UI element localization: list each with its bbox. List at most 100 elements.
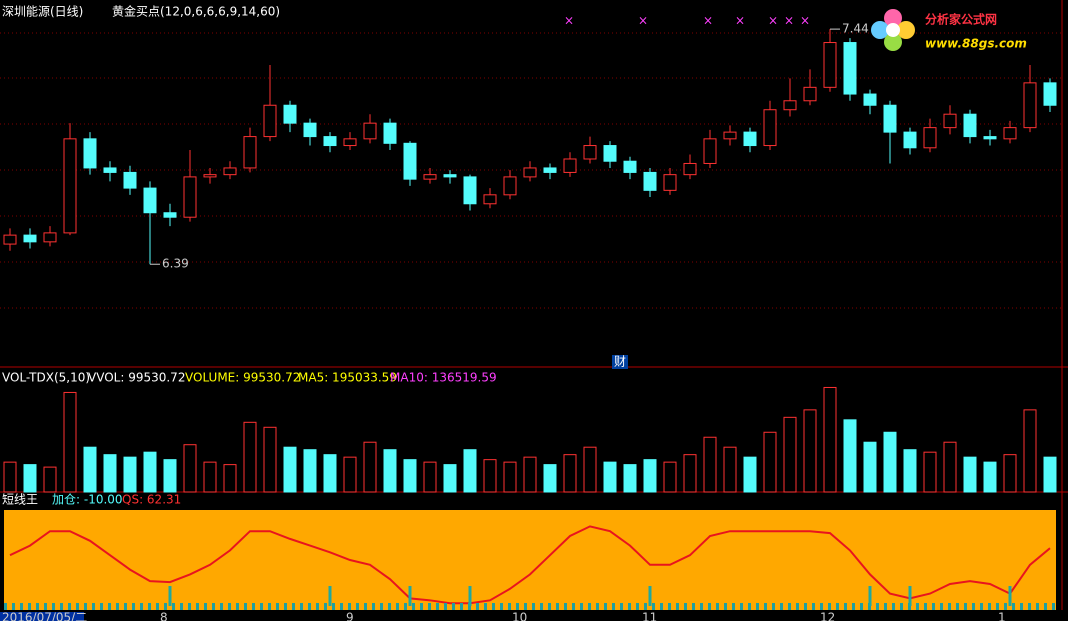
base-tick (652, 603, 655, 610)
base-tick (124, 603, 127, 610)
volume-bar (143, 451, 157, 493)
candle-body (863, 93, 877, 106)
base-tick (188, 603, 191, 610)
base-tick (44, 603, 47, 610)
base-tick (108, 603, 111, 610)
base-tick (372, 603, 375, 610)
base-tick (476, 603, 479, 610)
indicator-title: 黄金买点(12,0,6,6,6,9,14,60) (112, 4, 280, 19)
svg-text:×: × (638, 14, 648, 28)
candle-body (743, 131, 757, 147)
base-tick (740, 603, 743, 610)
volume-bar (803, 409, 817, 493)
volume-bar (943, 441, 957, 493)
indicator-area (4, 510, 1056, 610)
volume-bar (303, 449, 317, 493)
base-tick (868, 603, 871, 610)
annotation: 6.39 (162, 257, 189, 271)
base-tick (204, 603, 207, 610)
price-grid (0, 32, 1062, 309)
base-tick (364, 603, 367, 610)
base-tick (644, 603, 647, 610)
volume-bar (503, 461, 517, 493)
base-tick (1052, 603, 1055, 610)
candle-body (543, 167, 557, 173)
volume-bar (23, 464, 37, 493)
candle-body (983, 136, 997, 140)
volume-bar (183, 444, 197, 493)
base-tick (556, 603, 559, 610)
base-tick (100, 603, 103, 610)
volume-bar (843, 419, 857, 493)
candle-body (783, 100, 797, 111)
volume-bar (243, 421, 257, 493)
base-tick (324, 603, 327, 610)
volume-bar (883, 431, 897, 493)
volume-bar (663, 461, 677, 493)
base-tick (844, 603, 847, 610)
volume-bar (903, 449, 917, 493)
signal-bar (408, 586, 412, 606)
x-label: 10 (512, 611, 527, 621)
base-tick (684, 603, 687, 610)
volume-bar (783, 416, 797, 493)
legend-entry: VOLUME: 99530.72 (185, 371, 300, 385)
base-tick (916, 603, 919, 610)
date-bar (0, 610, 1068, 621)
x-label: 11 (642, 611, 657, 621)
volume-bar (63, 391, 77, 493)
volume-bar (43, 466, 57, 493)
volume-bar (443, 464, 457, 493)
volume-bar (743, 456, 757, 493)
legend-entry: MA5: 195033.59 (298, 371, 397, 385)
volume-bar (483, 459, 497, 493)
volume-bar (163, 459, 177, 493)
volume-bar (1023, 409, 1037, 493)
base-tick (612, 603, 615, 610)
signal-bar (168, 586, 172, 606)
base-tick (924, 603, 927, 610)
base-tick (972, 603, 975, 610)
svg-text:×: × (768, 14, 778, 28)
base-tick (420, 603, 423, 610)
candle-body (843, 42, 857, 95)
panel-title: VOL-TDX(5,10) (2, 371, 90, 385)
base-tick (388, 603, 391, 610)
volume-bar (823, 386, 837, 493)
volume-bar (83, 446, 97, 493)
purple-markers: × × × × × × × (564, 14, 810, 28)
candle-body (663, 174, 677, 191)
logo-url: www.88gs.com (925, 37, 1027, 51)
candle-body (803, 86, 817, 102)
base-tick (572, 603, 575, 610)
svg-text:×: × (564, 14, 574, 28)
candle-body (963, 113, 977, 138)
base-tick (156, 603, 159, 610)
candle-body (643, 171, 657, 191)
base-tick (1036, 603, 1039, 610)
candle-body (603, 145, 617, 162)
candle-body (503, 176, 517, 196)
candle-body (223, 167, 237, 176)
base-tick (836, 603, 839, 610)
base-tick (436, 603, 439, 610)
volume-bar (283, 446, 297, 493)
legend-entry: VVOL: 99530.72 (88, 371, 185, 385)
stock-title: 深圳能源(日线) (2, 5, 83, 19)
signal-bar (908, 586, 912, 606)
base-tick (724, 603, 727, 610)
base-tick (1028, 603, 1031, 610)
base-tick (452, 603, 455, 610)
base-tick (356, 603, 359, 610)
base-tick (212, 603, 215, 610)
candle-body (303, 122, 317, 138)
base-tick (68, 603, 71, 610)
base-tick (172, 603, 175, 610)
base-tick (1012, 603, 1015, 610)
base-tick (36, 603, 39, 610)
volume-bar (343, 456, 357, 493)
base-tick (764, 603, 767, 610)
legend-entry: QS: 62.31 (122, 493, 181, 507)
candle-body (363, 122, 377, 140)
base-tick (252, 603, 255, 610)
